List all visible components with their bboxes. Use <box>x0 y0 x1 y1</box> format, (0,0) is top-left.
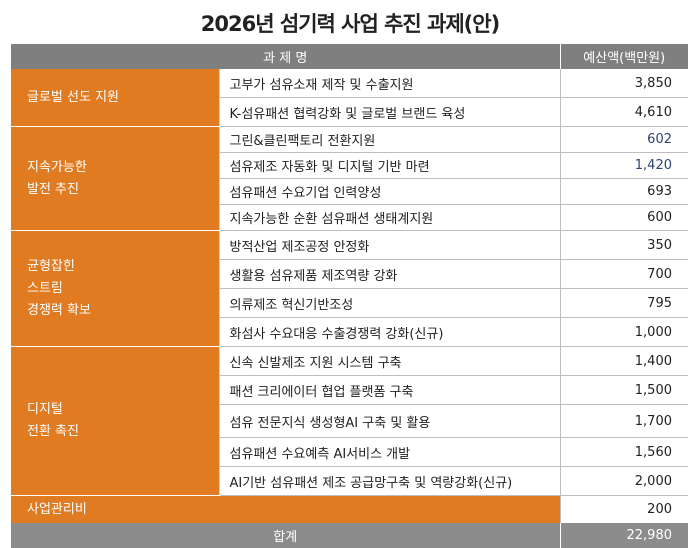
table-row: 글로벌 선도 지원 고부가 섬유소재 제작 및 수출지원 3,850 <box>11 69 688 127</box>
header-project: 과 제 명 <box>11 44 560 69</box>
management-row: 사업관리비 200 <box>11 495 688 523</box>
table-row: 섬유 전문지식 생성형AI 구축 및 활용 1,700 <box>11 404 688 438</box>
management-budget: 200 <box>559 495 688 523</box>
table-row: 지속가능한 순환 섬유패션 생태계지원 600 <box>11 204 688 231</box>
item-name: AI기반 섬유패션 제조 공급망구축 및 역량강화(신규) <box>218 466 560 496</box>
category-label: 디지털 전환 촉진 <box>27 402 79 439</box>
item-budget: 4,610 <box>559 97 688 127</box>
item-budget: 1,500 <box>559 375 688 405</box>
total-label: 합계 <box>11 523 560 548</box>
item-name: K-섬유패션 협력강화 및 글로벌 브랜드 육성 <box>218 97 560 127</box>
item-name: 섬유패션 수요예측 AI서비스 개발 <box>218 437 560 467</box>
category-balanced: 균형잡힌 스트림 경쟁력 확보 <box>11 230 219 347</box>
budget-table: 과 제 명 예산액(백만원) 글로벌 선도 지원 고부가 섬유소재 제작 및 수… <box>11 44 688 548</box>
item-name: 고부가 섬유소재 제작 및 수출지원 <box>218 69 560 98</box>
category-digital: 디지털 전환 촉진 <box>11 346 219 496</box>
management-label: 사업관리비 <box>11 495 560 523</box>
item-name: 패션 크리에이터 협업 플랫폼 구축 <box>218 375 560 405</box>
table-row: 지속가능한 발전 추진 그린&클린팩토리 전환지원 602 <box>11 126 688 231</box>
item-budget: 1,420 <box>559 152 688 179</box>
table-row: 섬유패션 수요예측 AI서비스 개발 1,560 <box>11 437 688 467</box>
item-name: 화섬사 수요대응 수출경쟁력 강화(신규) <box>218 317 560 347</box>
table-row: 섬유제조 자동화 및 디지털 기반 마련 1,420 <box>11 152 688 179</box>
table-row: 균형잡힌 스트림 경쟁력 확보 방적산업 제조공정 안정화 350 <box>11 230 688 347</box>
item-budget: 700 <box>559 259 688 289</box>
item-name: 생활용 섬유제품 제조역량 강화 <box>218 259 560 289</box>
item-budget: 1,000 <box>559 317 688 347</box>
table-header-row: 과 제 명 예산액(백만원) <box>11 44 688 69</box>
category-label: 균형잡힌 스트림 경쟁력 확보 <box>27 258 91 318</box>
item-budget: 1,400 <box>559 346 688 376</box>
item-budget: 693 <box>559 178 688 205</box>
item-name: 방적산업 제조공정 안정화 <box>218 230 560 260</box>
category-global: 글로벌 선도 지원 <box>11 69 219 127</box>
total-budget: 22,980 <box>559 523 688 548</box>
item-budget: 795 <box>559 288 688 318</box>
item-budget: 350 <box>559 230 688 260</box>
table-row: 의류제조 혁신기반조성 795 <box>11 288 688 318</box>
table-row: K-섬유패션 협력강화 및 글로벌 브랜드 육성 4,610 <box>11 97 688 127</box>
total-row: 합계 22,980 <box>11 523 688 548</box>
item-name: 그린&클린팩토리 전환지원 <box>218 126 560 153</box>
category-sustainable: 지속가능한 발전 추진 <box>11 126 219 231</box>
table-row: 디지털 전환 촉진 신속 신발제조 지원 시스템 구축 1,400 <box>11 346 688 496</box>
item-budget: 3,850 <box>559 69 688 98</box>
item-budget: 1,700 <box>559 404 688 438</box>
item-budget: 600 <box>559 204 688 231</box>
item-name: 지속가능한 순환 섬유패션 생태계지원 <box>218 204 560 231</box>
item-name: 신속 신발제조 지원 시스템 구축 <box>218 346 560 376</box>
item-budget: 1,560 <box>559 437 688 467</box>
item-name: 의류제조 혁신기반조성 <box>218 288 560 318</box>
item-budget: 2,000 <box>559 466 688 496</box>
table-row: AI기반 섬유패션 제조 공급망구축 및 역량강화(신규) 2,000 <box>11 466 688 496</box>
table-row: 패션 크리에이터 협업 플랫폼 구축 1,500 <box>11 375 688 405</box>
table-row: 섬유패션 수요기업 인력양성 693 <box>11 178 688 205</box>
item-name: 섬유패션 수요기업 인력양성 <box>218 178 560 205</box>
item-name: 섬유 전문지식 생성형AI 구축 및 활용 <box>218 404 560 438</box>
page-title: 2026년 섬기력 사업 추진 과제(안) <box>200 12 500 36</box>
table-row: 화섬사 수요대응 수출경쟁력 강화(신규) 1,000 <box>11 317 688 347</box>
header-budget: 예산액(백만원) <box>559 44 688 69</box>
item-name: 섬유제조 자동화 및 디지털 기반 마련 <box>218 152 560 179</box>
item-budget: 602 <box>559 126 688 153</box>
category-label: 지속가능한 발전 추진 <box>27 159 87 197</box>
table-row: 생활용 섬유제품 제조역량 강화 700 <box>11 259 688 289</box>
